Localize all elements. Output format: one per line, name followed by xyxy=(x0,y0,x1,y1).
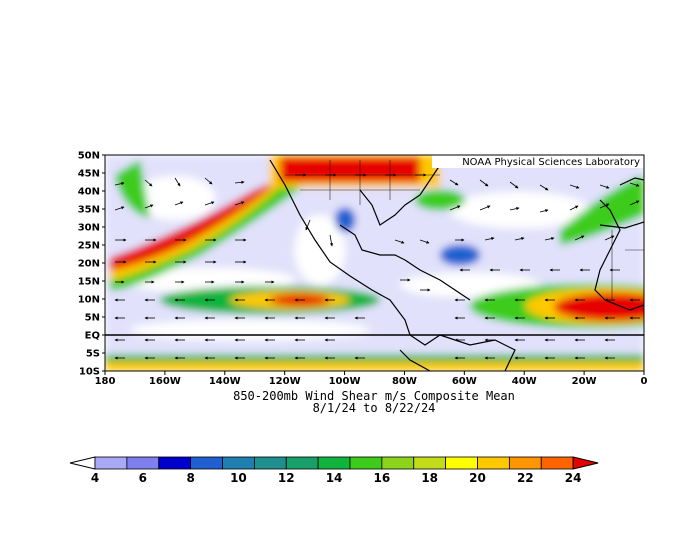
lat-label: 40N xyxy=(78,187,100,198)
colorbar-swatch xyxy=(158,456,192,470)
colorbar-swatch xyxy=(126,456,160,470)
colorbar-swatch xyxy=(222,456,255,470)
lat-label: 15N xyxy=(78,277,100,288)
lon-label: 120W xyxy=(269,376,301,387)
lat-label: 5N xyxy=(85,313,100,324)
colorbar-swatch xyxy=(477,456,510,470)
shear-vectors xyxy=(114,173,640,360)
colorbar-label: 18 xyxy=(421,471,438,485)
lat-label: 20N xyxy=(78,259,100,270)
credit-box xyxy=(432,155,644,168)
lon-label: 80W xyxy=(392,376,417,387)
lon-label: 20W xyxy=(572,376,597,387)
colorbar-label: 14 xyxy=(326,471,343,485)
colorbar-swatch xyxy=(285,456,319,470)
colorbar-label: 4 xyxy=(91,471,99,485)
colorbar-label: 16 xyxy=(374,471,391,485)
colorbar-swatch xyxy=(349,456,383,470)
map-date-range: 8/1/24 to 8/22/24 xyxy=(313,401,436,415)
latitude-axis: 50N 45N 40N 35N 30N 25N 20N 15N 10N 5N EQ 5S 10S xyxy=(78,151,105,378)
lon-label: 0 xyxy=(641,376,648,387)
colorbar-swatch xyxy=(317,456,351,470)
lat-label: 10S xyxy=(79,367,100,378)
lat-label: 5S xyxy=(86,349,100,360)
colorbar-swatch xyxy=(94,456,128,470)
lat-label: 35N xyxy=(78,205,100,216)
lat-label: 30N xyxy=(78,223,100,234)
lon-label: 60W xyxy=(452,376,477,387)
colorbar-swatch xyxy=(190,456,223,470)
longitude-axis: 180 160W 140W 120W 100W 80W 60W 40W 20W 0 xyxy=(95,371,648,387)
lon-label: 180 xyxy=(95,376,116,387)
colorbar-label: 20 xyxy=(469,471,486,485)
lat-label: 45N xyxy=(78,169,100,180)
lat-label: 50N xyxy=(78,151,100,162)
lon-label: 140W xyxy=(209,376,241,387)
colorbar-label: 8 xyxy=(186,471,194,485)
lon-label: 40W xyxy=(512,376,537,387)
lon-label: 100W xyxy=(329,376,361,387)
credit-text: NOAA Physical Sciences Laboratory xyxy=(462,157,640,168)
lon-label: 160W xyxy=(149,376,181,387)
colorbar-swatch xyxy=(445,456,478,470)
colorbar-swatch xyxy=(381,456,415,470)
colorbar-label: 10 xyxy=(230,471,247,485)
colorbar-low-arrow xyxy=(69,456,96,470)
colorbar-swatch xyxy=(413,456,447,470)
shear-field: NOAA Physical Sciences Laboratory xyxy=(105,155,644,371)
colorbar-high-arrow xyxy=(572,456,599,470)
colorbar-label: 24 xyxy=(565,471,582,485)
colorbar-label: 22 xyxy=(517,471,534,485)
lat-label: 25N xyxy=(78,241,100,252)
colorbar-swatch xyxy=(508,456,542,470)
colorbar-swatch xyxy=(540,456,574,470)
colorbar: 4 6 8 10 12 14 16 18 20 22 24 xyxy=(69,456,599,485)
colorbar-label: 6 xyxy=(139,471,147,485)
colorbar-swatch xyxy=(253,456,287,470)
lat-label: EQ xyxy=(85,331,100,342)
map-title: 850-200mb Wind Shear m/s Composite Mean xyxy=(233,389,515,403)
colorbar-label: 12 xyxy=(278,471,295,485)
lat-label: 10N xyxy=(78,295,100,306)
